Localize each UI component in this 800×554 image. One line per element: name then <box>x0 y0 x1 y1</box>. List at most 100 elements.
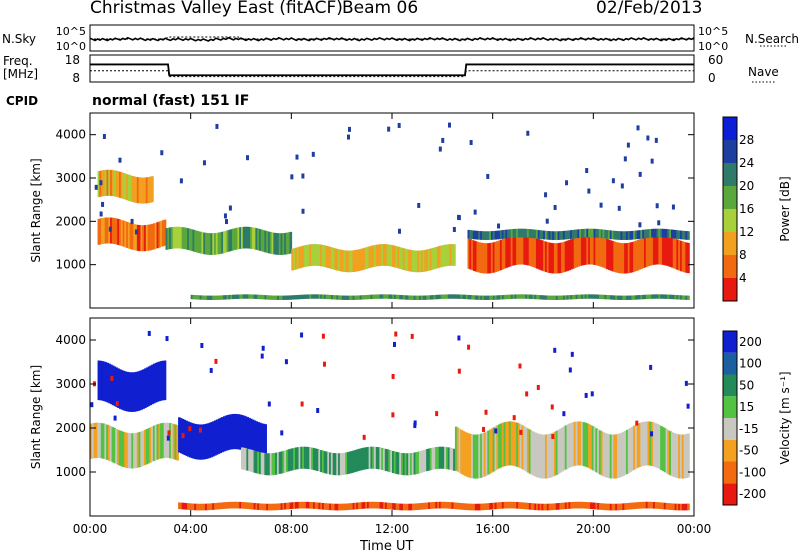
echo-cell <box>300 294 303 300</box>
echo-cell <box>622 431 625 476</box>
echo-cell <box>395 503 399 511</box>
echo-cell <box>543 241 546 272</box>
echo-cell <box>201 232 205 254</box>
echo-cell <box>483 432 487 477</box>
echo-cell <box>535 229 539 239</box>
echo-cell <box>393 451 397 474</box>
echo-cell <box>474 230 478 240</box>
echo-cell <box>575 294 579 300</box>
echo-cell <box>536 294 539 300</box>
echo-cell <box>442 294 446 299</box>
echo-cell <box>649 501 652 509</box>
echo-cell <box>579 294 582 299</box>
echo-cell <box>611 503 615 511</box>
echo-cell <box>295 502 298 509</box>
echo-cell <box>210 503 214 510</box>
echo-cell <box>454 426 458 471</box>
echo-cell <box>357 295 361 300</box>
colorbar-segment <box>723 209 737 232</box>
echo-cell <box>208 422 212 458</box>
echo-cell <box>669 229 672 239</box>
scatter-echo <box>544 192 548 198</box>
echo-cell <box>503 422 507 467</box>
echo-cell <box>609 240 613 271</box>
echo-cell <box>208 233 212 255</box>
echo-cell <box>685 433 688 478</box>
echo-cell <box>323 245 327 268</box>
echo-cell <box>181 227 185 249</box>
echo-cell <box>217 232 221 255</box>
echo-cell <box>509 294 512 299</box>
echo-cell <box>433 295 437 300</box>
echo-cell <box>491 502 494 510</box>
echo-cell <box>271 295 275 300</box>
echo-cell <box>566 502 570 509</box>
echo-cell <box>606 433 609 478</box>
echo-cell <box>338 249 341 272</box>
echo-cell <box>417 295 420 300</box>
colorbar-tick-label: -100 <box>739 465 766 479</box>
echo-cell <box>602 503 606 511</box>
echo-cell <box>681 295 685 300</box>
cpid-label: CPID <box>6 94 39 108</box>
echo-cell <box>237 227 241 250</box>
echo-cell <box>609 295 613 300</box>
echo-cell <box>388 244 392 267</box>
echo-cell <box>555 243 559 274</box>
echo-cell <box>670 503 674 511</box>
echo-cell <box>377 294 381 299</box>
echo-cell <box>249 418 253 454</box>
echo-cell <box>197 295 201 300</box>
echo-cell <box>201 295 205 300</box>
echo-cell <box>311 294 314 299</box>
echo-cell <box>640 294 643 300</box>
echo-cell <box>676 503 679 511</box>
echo-cell <box>667 503 670 510</box>
echo-cell <box>122 370 126 411</box>
y-tick-label: 1000 <box>55 465 86 479</box>
echo-cell <box>278 233 282 255</box>
scatter-echo <box>518 363 522 369</box>
echo-cell <box>629 231 633 240</box>
scatter-echo <box>413 420 417 426</box>
echo-cell <box>311 447 314 470</box>
echo-cell <box>395 246 399 268</box>
echo-cell <box>388 449 392 472</box>
echo-cell <box>194 295 197 300</box>
echo-cell <box>503 229 507 239</box>
echo-cell <box>563 295 566 300</box>
echo-cell <box>104 217 108 244</box>
echo-cell <box>557 295 561 300</box>
echo-cell <box>135 176 138 203</box>
echo-cell <box>273 503 277 511</box>
echo-cell <box>284 502 287 510</box>
echo-cell <box>296 294 300 300</box>
echo-cell <box>579 235 582 266</box>
echo-cell <box>660 502 663 510</box>
echo-cell <box>143 429 147 466</box>
echo-cell <box>161 360 165 401</box>
scatter-echo <box>553 347 557 353</box>
echo-cell <box>433 501 437 509</box>
echo-cell <box>510 421 514 466</box>
echo-cell <box>465 294 469 300</box>
echo-cell <box>226 295 230 300</box>
echo-cell <box>487 430 490 475</box>
y-axis-label: Slant Range [km] <box>29 158 43 262</box>
echo-cell <box>170 227 174 249</box>
echo-cell <box>458 428 462 473</box>
echo-cell <box>208 295 212 300</box>
echo-cell <box>554 503 557 510</box>
echo-cell <box>651 294 654 299</box>
echo-cell <box>361 447 365 470</box>
echo-cell <box>627 295 631 300</box>
x-tick-label: 20:00 <box>576 522 611 536</box>
echo-cell <box>678 503 681 511</box>
echo-cell <box>636 230 640 240</box>
scatter-echo <box>260 353 264 359</box>
echo-cell <box>264 230 267 253</box>
echo-cell <box>440 446 444 469</box>
echo-cell <box>539 295 543 300</box>
echo-cell <box>113 366 117 407</box>
